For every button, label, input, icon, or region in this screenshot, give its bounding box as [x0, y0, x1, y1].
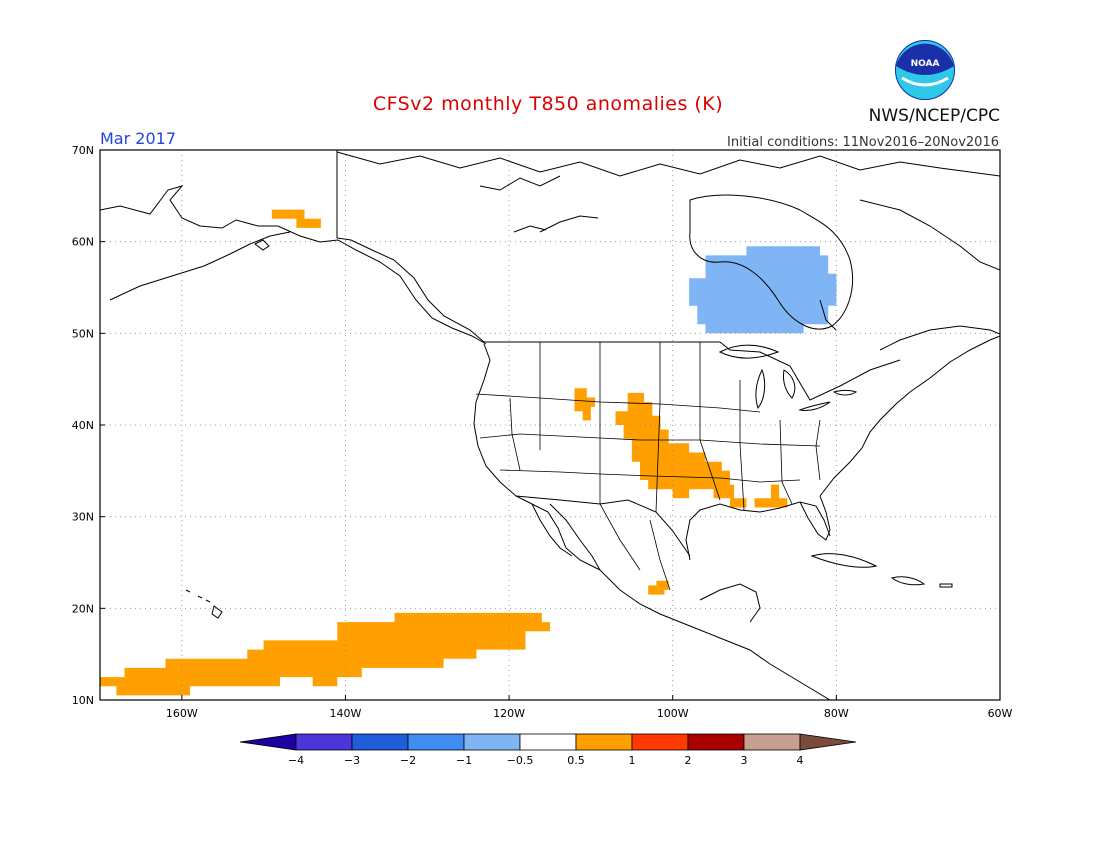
lat-tick-label: 30N [72, 511, 94, 524]
colorbar-label: −2 [400, 754, 416, 767]
colorbar-label: −4 [288, 754, 304, 767]
colorbar-segment [687, 733, 745, 751]
anomaly-layer [100, 209, 837, 696]
lake-ontario [832, 390, 858, 396]
lon-tick-label: 120W [493, 707, 525, 720]
anomaly-region-6 [100, 612, 550, 696]
lat-tick-label: 60N [72, 236, 94, 249]
anomaly-region-4 [648, 580, 669, 595]
us-pacific-coast [473, 343, 601, 571]
arctic-islands [479, 175, 561, 191]
us-mexico-border [515, 495, 691, 557]
axis-labels: 10N 20N 30N 40N 50N 60N 70N 160W 140W 120W 100W 80W… [72, 144, 1013, 720]
colorbar-segment [631, 733, 689, 751]
gridlines [100, 150, 1000, 700]
lat-tick-label: 40N [72, 419, 94, 432]
james-bay [819, 299, 837, 331]
hawaii-islands [185, 589, 223, 619]
colorbar-segment [519, 733, 577, 751]
colorbar-label: 1 [629, 754, 636, 767]
kodiak-island [254, 239, 270, 251]
puerto-rico [939, 583, 953, 588]
lat-tick-label: 50N [72, 327, 94, 340]
yucatan [699, 583, 761, 623]
lon-tick-label: 140W [330, 707, 362, 720]
lat-tick-label: 70N [72, 144, 94, 157]
noaa-logo: NOAA [895, 40, 955, 100]
anomaly-region-0 [689, 246, 837, 334]
colorbar-segment [351, 733, 409, 751]
colorbar-segment [743, 733, 801, 751]
us-state-lines [475, 342, 821, 513]
chart-title: CFSv2 monthly T850 anomalies (K) [373, 93, 723, 115]
baja-california [531, 503, 573, 557]
colorbar-segment [463, 733, 521, 751]
colorbar-label: 2 [685, 754, 692, 767]
agency-label: NWS/NCEP/CPC [869, 106, 1000, 126]
gulf-coast [685, 501, 831, 561]
alaska-canada-border [336, 150, 485, 343]
great-bear-lake [513, 225, 547, 233]
lon-tick-label: 100W [657, 707, 689, 720]
forecast-period: Mar 2017 [100, 129, 176, 148]
great-slave-lake [539, 215, 599, 233]
colorbar-label: 0.5 [567, 754, 585, 767]
cuba [810, 553, 878, 568]
lake-erie [798, 401, 831, 411]
us-canada-border [484, 341, 901, 401]
hispaniola [890, 576, 926, 586]
colorbar-left-arrow [239, 733, 297, 751]
colorbar-segment [295, 733, 353, 751]
labrador-coast [859, 199, 1000, 271]
anomaly-region-1 [574, 388, 595, 421]
colorbar: −4 −3 −2 −1 −0.5 0.5 1 2 3 4 [239, 733, 857, 767]
coastlines [100, 150, 1000, 700]
colorbar-label: 4 [797, 754, 804, 767]
lat-tick-label: 20N [72, 602, 94, 615]
initial-conditions: Initial conditions: 11Nov2016–20Nov2016 [727, 135, 999, 150]
arctic-coast [336, 151, 1000, 177]
colorbar-label: 3 [741, 754, 748, 767]
colorbar-segment [575, 733, 633, 751]
political-borders [475, 341, 901, 591]
mexico-pacific-coast [599, 569, 831, 700]
colorbar-label: −0.5 [507, 754, 534, 767]
gulf-st-lawrence [879, 325, 1000, 351]
lake-superior [718, 344, 780, 359]
colorbar-label: −1 [456, 754, 472, 767]
mexico-state-lines [599, 503, 671, 591]
alaska-peninsula [109, 231, 291, 301]
colorbar-segment [407, 733, 465, 751]
map-panel: 10N 20N 30N 40N 50N 60N 70N 160W 140W 120W 100W 80W… [72, 144, 1013, 720]
noaa-logo-text: NOAA [911, 59, 940, 69]
colorbar-label: −3 [344, 754, 360, 767]
anomaly-region-5 [271, 209, 321, 228]
lon-tick-label: 160W [166, 707, 198, 720]
anomaly-region-3 [754, 484, 788, 508]
alaska-coast [100, 185, 487, 345]
gulf-california-coast [549, 503, 601, 571]
colorbar-right-arrow [799, 733, 857, 751]
lat-tick-label: 10N [72, 694, 94, 707]
lake-huron [783, 369, 796, 399]
lake-michigan [755, 368, 766, 410]
anomaly-region-2 [615, 392, 747, 508]
florida [799, 495, 831, 541]
us-east-coast [819, 335, 1000, 497]
lon-tick-label: 80W [824, 707, 849, 720]
lon-tick-label: 60W [988, 707, 1013, 720]
